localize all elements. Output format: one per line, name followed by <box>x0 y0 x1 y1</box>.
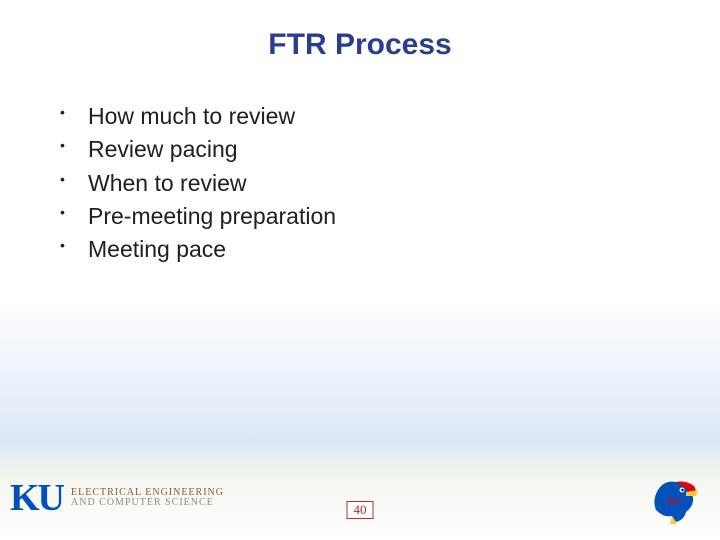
list-item: When to review <box>60 167 720 200</box>
ku-mark: KU <box>10 476 63 520</box>
page-number: 40 <box>347 501 374 519</box>
list-item: How much to review <box>60 100 720 133</box>
slide-title: FTR Process <box>0 0 720 62</box>
svg-text:KU: KU <box>668 497 680 506</box>
ku-dept-text: ELECTRICAL ENGINEERING AND COMPUTER SCIE… <box>71 488 224 509</box>
list-item: Pre-meeting preparation <box>60 200 720 233</box>
ku-dept-line2: AND COMPUTER SCIENCE <box>71 498 224 509</box>
ku-dept-logo: KU ELECTRICAL ENGINEERING AND COMPUTER S… <box>10 476 224 520</box>
list-item: Meeting pace <box>60 233 720 266</box>
bullet-list: How much to review Review pacing When to… <box>60 100 720 267</box>
list-item: Review pacing <box>60 133 720 166</box>
jayhawk-logo: KU <box>646 470 702 526</box>
